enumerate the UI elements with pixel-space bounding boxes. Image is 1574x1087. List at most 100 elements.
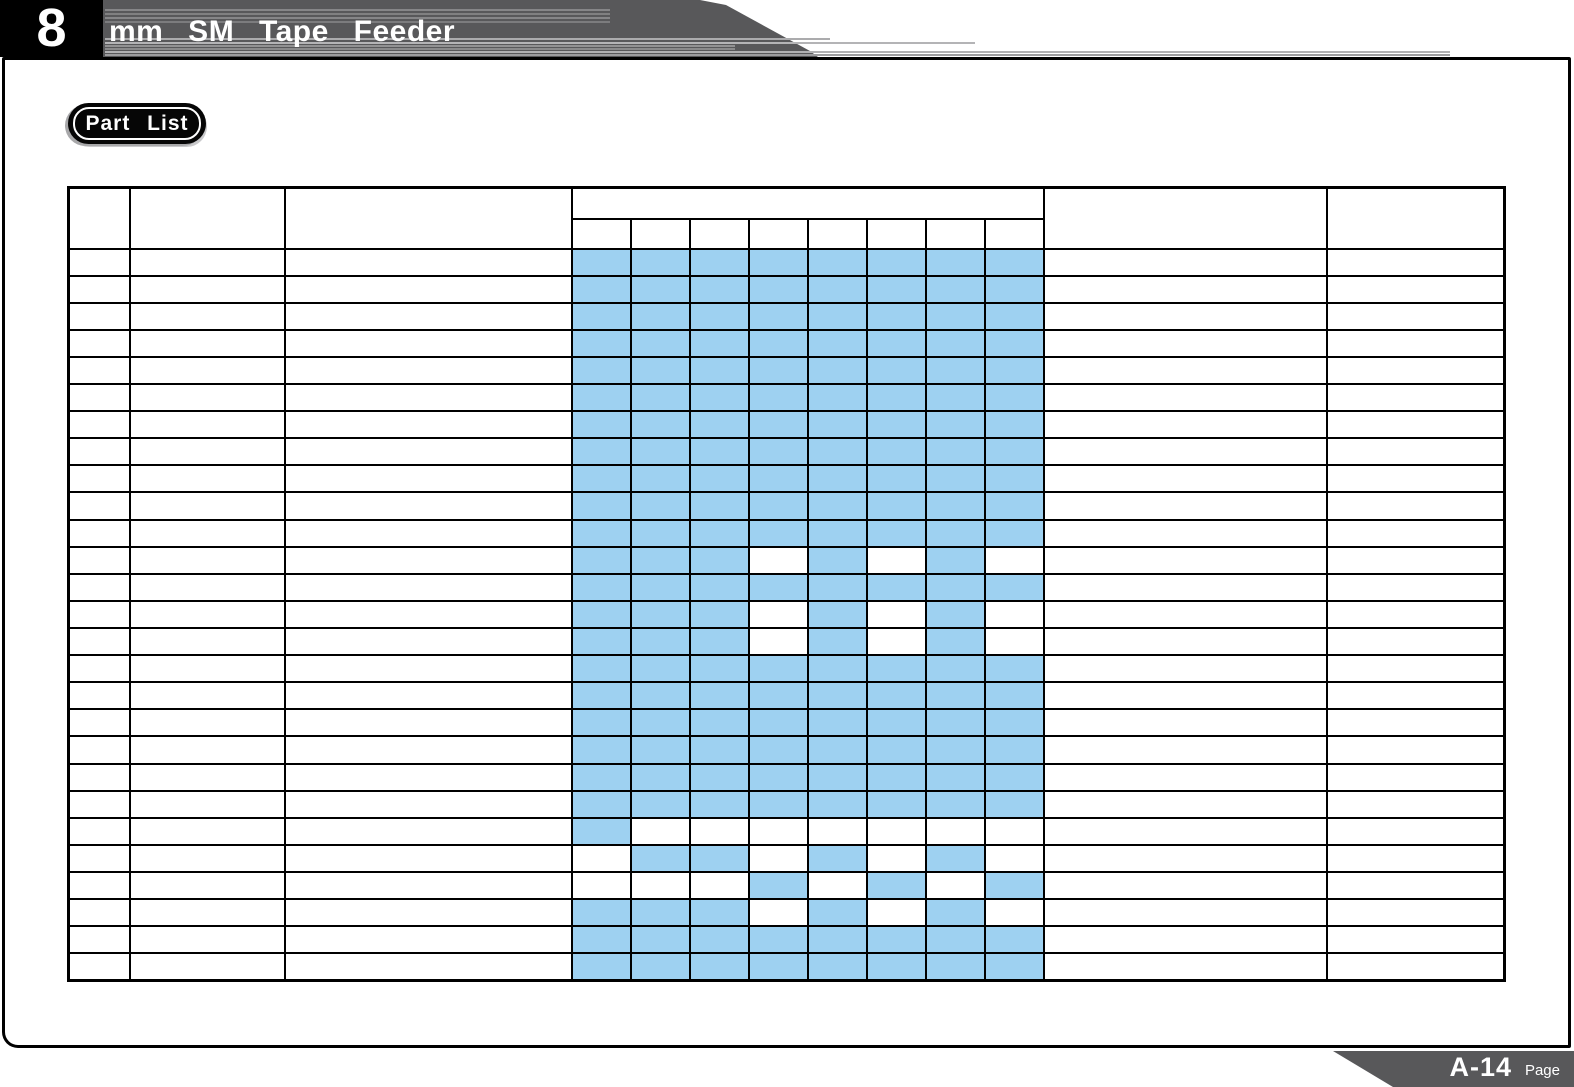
grid-cell [865, 355, 927, 386]
footer-bar: A-14 Page [1333, 1051, 1574, 1087]
table-cell [283, 735, 573, 765]
table-cell [1325, 410, 1506, 440]
grid-cell [983, 464, 1045, 494]
table-cell [1325, 843, 1506, 874]
grid-cell [806, 572, 868, 602]
grid-cell [983, 518, 1045, 548]
grid-cell [865, 301, 927, 331]
header-streak-line [105, 13, 610, 15]
grid-cell [983, 491, 1045, 521]
table-cell [283, 762, 573, 792]
table-cell [67, 789, 131, 819]
grid-cell [629, 654, 691, 684]
grid-cell [629, 518, 691, 548]
table-row [67, 681, 1506, 711]
grid-cell [570, 355, 632, 386]
table-cell [1042, 789, 1328, 819]
content-frame [2, 57, 1571, 1048]
table-cell [67, 355, 131, 386]
grid-cell [570, 735, 632, 765]
grid-cell [688, 654, 750, 684]
grid-cell [983, 871, 1045, 901]
grid-cell [629, 545, 691, 575]
table-cell [128, 816, 286, 846]
grid-cell [983, 654, 1045, 684]
header-number-box: 8 [0, 0, 103, 57]
table-cell [1042, 952, 1328, 982]
grid-cell [688, 599, 750, 630]
part-list-table [67, 186, 1506, 982]
grid-cell [688, 627, 750, 657]
grid-cell [570, 925, 632, 955]
footer-page-number: A-14 [1449, 1052, 1512, 1082]
grid-cell [570, 681, 632, 711]
grid-cell [629, 925, 691, 955]
grid-cell [865, 437, 927, 467]
table-cell [283, 708, 573, 738]
table-cell [1325, 627, 1506, 657]
table-cell [1325, 572, 1506, 602]
grid-cell [688, 491, 750, 521]
grid-cell [570, 789, 632, 819]
table-cell [1042, 545, 1328, 575]
table-header-row [67, 186, 1506, 250]
table-cell [67, 735, 131, 765]
grid-cell [924, 952, 986, 982]
table-cell [128, 383, 286, 413]
grid-cell [865, 735, 927, 765]
table-cell [1042, 599, 1328, 630]
grid-cell [688, 545, 750, 575]
grid-cell [924, 247, 986, 277]
table-cell [283, 247, 573, 277]
grid-cell [747, 681, 809, 711]
grid-cell [688, 355, 750, 386]
grid-cell [865, 952, 927, 982]
subheader-cell [983, 217, 1045, 250]
grid-cell [806, 247, 868, 277]
table-subheader-row [69, 217, 1505, 250]
grid-cell [806, 789, 868, 819]
grid-cell [629, 708, 691, 738]
table-row [67, 355, 1506, 386]
subheader-cell [570, 217, 632, 250]
table-cell [67, 627, 131, 657]
grid-cell [806, 491, 868, 521]
footer-page-label: Page [1524, 1062, 1560, 1079]
table-cell [1325, 789, 1506, 819]
grid-cell [747, 301, 809, 331]
table-cell [67, 410, 131, 440]
grid-cell [806, 898, 868, 928]
table-cell [67, 491, 131, 521]
table-cell [128, 627, 286, 657]
table-cell [283, 654, 573, 684]
table-cell [1042, 247, 1328, 277]
table-cell [67, 898, 131, 928]
header-cell [283, 186, 573, 250]
grid-cell [747, 952, 809, 982]
grid-cell [924, 437, 986, 467]
grid-cell [806, 328, 868, 358]
table-cell [1325, 735, 1506, 765]
grid-cell [924, 708, 986, 738]
table-row [67, 491, 1506, 521]
table-row [67, 789, 1506, 819]
table-cell [1042, 464, 1328, 494]
grid-cell [570, 545, 632, 575]
table-cell [1325, 437, 1506, 467]
grid-cell [747, 762, 809, 792]
table-cell [128, 843, 286, 874]
grid-cell [688, 681, 750, 711]
grid-cell [865, 518, 927, 548]
table-cell [128, 491, 286, 521]
grid-cell [865, 843, 927, 874]
grid-cell [688, 762, 750, 792]
grid-cell [570, 898, 632, 928]
table-cell [1042, 816, 1328, 846]
part-list-badge-label: Part List [85, 111, 189, 135]
subheader-cell [924, 217, 986, 250]
table-cell [1042, 301, 1328, 331]
grid-cell [806, 843, 868, 874]
grid-cell [747, 627, 809, 657]
grid-cell [983, 572, 1045, 602]
grid-cell [747, 925, 809, 955]
